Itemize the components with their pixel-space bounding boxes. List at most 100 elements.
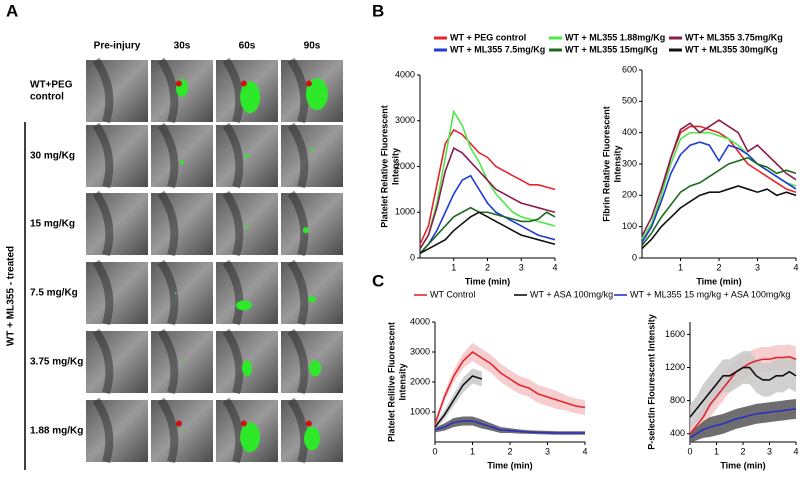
error-band	[435, 343, 585, 427]
micrograph	[281, 262, 343, 324]
group-label: WT + ML355 - treated	[6, 246, 17, 346]
thrombus	[240, 81, 261, 114]
x-tick-label: 1	[470, 446, 475, 456]
y-axis-label: Intensity	[397, 363, 407, 400]
column-header: Pre-injury	[94, 41, 141, 52]
series-line	[419, 128, 556, 245]
x-tick-label: 0	[432, 446, 437, 456]
thrombus	[181, 361, 183, 363]
legend-label: WT + ML355 15mg/Kg	[565, 44, 658, 54]
tissue-streak	[222, 328, 244, 395]
y-axis-label: Intensity	[390, 148, 400, 185]
series-line	[419, 147, 556, 250]
tissue-streak	[157, 259, 179, 326]
tissue-streak	[287, 190, 309, 257]
tissue-streak	[157, 57, 179, 124]
thrombus	[240, 422, 261, 453]
y-tick-label: 500	[622, 96, 637, 106]
tissue-streak	[92, 57, 114, 124]
column-header: 60s	[239, 41, 256, 52]
x-tick-label: 1	[451, 262, 456, 272]
thrombus	[242, 360, 252, 377]
y-tick-label: 0	[632, 252, 637, 262]
y-tick-label: 1600	[665, 329, 685, 339]
marker	[175, 420, 182, 427]
y-axis-label: Fibrin Relative Fluorescent	[601, 106, 611, 222]
error-band	[435, 368, 482, 430]
y-axis-label: Platelet Relative Fluorescent	[379, 105, 389, 228]
row-label: 3.75 mg/Kg	[30, 357, 83, 368]
micrograph	[281, 125, 343, 187]
marker	[175, 80, 182, 87]
y-axis-label: Platelet Relitive Fluorescent	[386, 322, 396, 442]
tissue-streak	[92, 122, 114, 189]
thrombus	[180, 160, 184, 165]
micrograph	[86, 331, 148, 393]
x-tick-label: 1	[678, 262, 683, 272]
row-label: 1.88 mg/Kg	[30, 426, 83, 437]
tissue-streak	[287, 397, 309, 464]
tissue-streak	[157, 397, 179, 464]
tissue-streak	[92, 190, 114, 257]
x-axis-label: Time (min)	[720, 460, 765, 470]
column-header: 30s	[174, 41, 191, 52]
x-tick-label: 4	[793, 262, 798, 272]
marker	[305, 420, 312, 427]
thrombus	[308, 296, 316, 303]
error-band	[435, 416, 585, 435]
micrograph	[86, 193, 148, 255]
series-line	[641, 156, 797, 246]
row-label: 7.5 mg/Kg	[30, 288, 78, 299]
thrombus	[174, 292, 177, 294]
y-tick-label: 600	[622, 64, 637, 74]
micrograph	[281, 193, 343, 255]
micrograph	[216, 193, 278, 255]
micrograph	[86, 262, 148, 324]
y-tick-label: 400	[670, 428, 685, 438]
y-tick-label: 200	[622, 190, 637, 200]
thrombus	[305, 78, 328, 111]
panel-label: C	[372, 271, 384, 290]
series-line	[419, 206, 556, 254]
marker	[240, 80, 247, 87]
x-tick-label: 3	[767, 446, 772, 456]
tissue-streak	[157, 190, 179, 257]
y-tick-label: 300	[622, 158, 637, 168]
x-tick-label: 2	[740, 446, 745, 456]
x-tick-label: 3	[519, 262, 524, 272]
thrombus	[310, 148, 314, 152]
x-tick-label: 4	[582, 446, 587, 456]
tissue-streak	[287, 122, 309, 189]
x-tick-label: 4	[793, 446, 798, 456]
y-tick-label: 4000	[395, 69, 415, 79]
micrograph	[151, 262, 213, 324]
legend-label: WT + ML355 1.88mg/Kg	[565, 32, 665, 42]
series-line	[689, 366, 797, 418]
legend-label: WT + ASA 100mg/kg	[530, 289, 613, 299]
y-tick-label: 3000	[395, 115, 415, 125]
tissue-streak	[92, 397, 114, 464]
x-tick-label: 4	[552, 262, 557, 272]
tissue-streak	[157, 328, 179, 395]
row-label: WT+PEG	[30, 80, 73, 91]
y-axis-label: P-selectin Flourescent Intensity	[646, 314, 656, 450]
series-line	[434, 420, 585, 434]
panel-label: B	[372, 1, 384, 20]
y-axis-label: Intensity	[612, 145, 622, 182]
row-label: 30 mg/Kg	[30, 151, 75, 162]
series-line	[641, 141, 797, 243]
series-line	[689, 408, 797, 439]
x-axis-label: Time (min)	[465, 276, 510, 286]
thrombus	[181, 430, 183, 432]
y-tick-label: 800	[670, 395, 685, 405]
y-tick-label: 400	[622, 127, 637, 137]
tissue-streak	[222, 397, 244, 464]
series-line	[434, 375, 483, 428]
x-tick-label: 3	[755, 262, 760, 272]
y-tick-label: 3000	[410, 346, 430, 356]
row-label: 15 mg/Kg	[30, 219, 75, 230]
y-tick-label: 1000	[410, 406, 430, 416]
y-tick-label: 0	[410, 252, 415, 262]
tissue-streak	[287, 259, 309, 326]
